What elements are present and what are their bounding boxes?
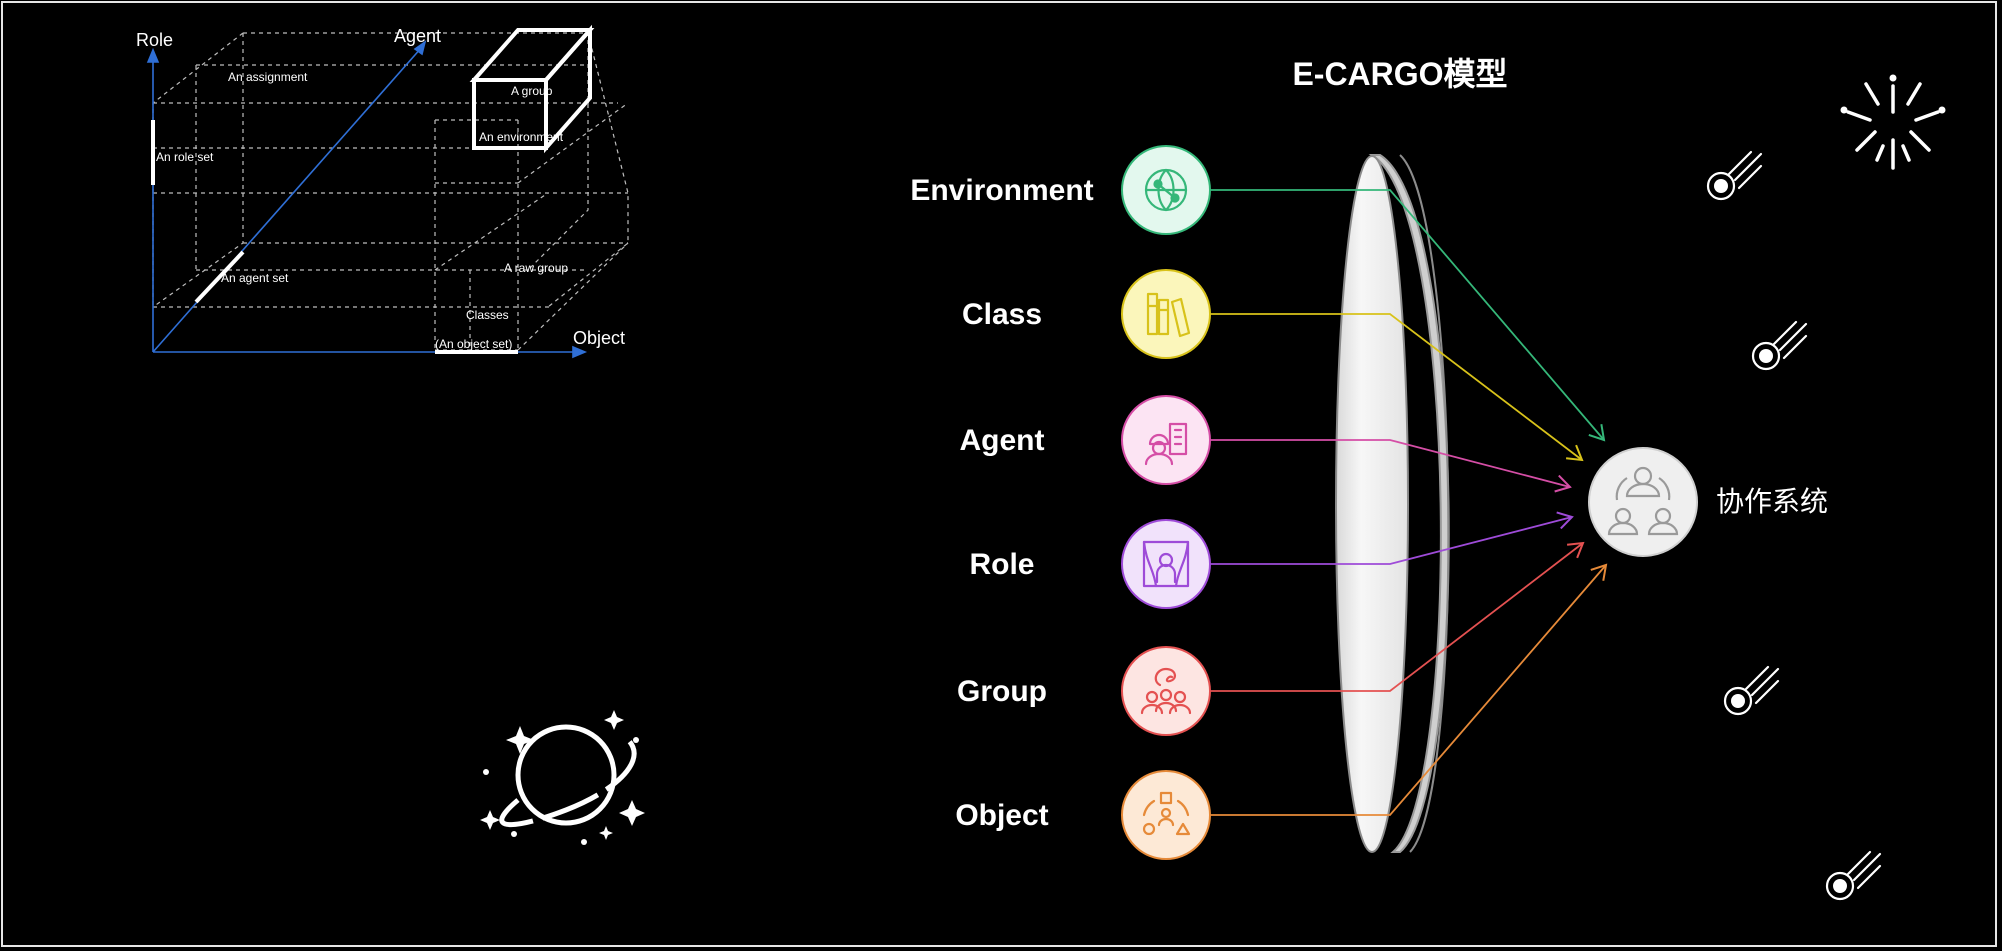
globe-network-icon <box>1144 168 1188 212</box>
comet-icon <box>1825 850 1882 901</box>
label-assignment: An assignment <box>228 70 308 84</box>
node-environment <box>1121 145 1211 235</box>
team-group-icon <box>1140 667 1192 715</box>
axis-label-object: Object <box>573 328 625 348</box>
cube-grid <box>152 32 629 351</box>
planet-icon <box>480 710 645 845</box>
label-environment: An environment <box>479 130 564 144</box>
connector-lines <box>1210 189 1608 816</box>
arrowhead-class <box>1565 444 1584 462</box>
label-group: A group <box>511 84 553 98</box>
comet-icon <box>1706 150 1763 201</box>
connector-group <box>1210 542 1584 692</box>
label-environment: Environment <box>910 174 1093 207</box>
books-icon <box>1146 292 1191 338</box>
label-classes: Classes <box>466 308 509 322</box>
theater-person-icon <box>1142 540 1190 588</box>
node-group <box>1121 646 1211 736</box>
diagram-title: E-CARGO模型 <box>1292 56 1507 92</box>
node-class <box>1121 269 1211 359</box>
comet-icon <box>1751 320 1808 371</box>
label-class: Class <box>962 298 1042 331</box>
comet-icon <box>1723 665 1780 716</box>
label-object: Object <box>955 799 1048 832</box>
shapes-icon <box>1142 791 1191 836</box>
group-box <box>469 24 595 154</box>
node-object <box>1121 770 1211 860</box>
label-role: Role <box>969 548 1034 581</box>
arrowhead-environment <box>1588 424 1606 442</box>
arrowhead-agent <box>1554 474 1572 493</box>
connector-agent <box>1210 439 1571 488</box>
connector-environment <box>1210 189 1605 441</box>
people-collaboration-icon <box>1607 466 1679 536</box>
connector-role <box>1210 516 1573 565</box>
arrowhead-group <box>1566 541 1585 559</box>
worker-building-icon <box>1144 422 1188 466</box>
node-agent <box>1121 395 1211 485</box>
node-role <box>1121 519 1211 609</box>
axis-label-agent: Agent <box>394 26 441 46</box>
fireworks-icon <box>1840 74 1946 170</box>
collaboration-system-label: 协作系统 <box>1716 486 1828 517</box>
label-role-set: An role set <box>156 150 214 164</box>
cargo-cube-diagram: Role Agent Object An assignment A group … <box>136 24 629 359</box>
axis-label-role: Role <box>136 30 173 50</box>
arrowhead-role <box>1556 511 1574 530</box>
arrowhead-object <box>1590 563 1608 581</box>
cube-highlights <box>151 120 518 354</box>
label-object-set: (An object set) <box>435 337 512 351</box>
label-raw-group: A raw group <box>504 261 568 275</box>
label-group: Group <box>957 675 1047 708</box>
connector-class <box>1210 313 1583 461</box>
component-nodes: Environment Class Agent Role Group Object <box>910 145 1211 860</box>
connector-object <box>1210 564 1607 816</box>
label-agent: Agent <box>960 424 1045 457</box>
convergence-lens <box>1335 154 1450 853</box>
collaboration-system-node <box>1588 447 1698 557</box>
label-agent-set: An agent set <box>221 271 289 285</box>
